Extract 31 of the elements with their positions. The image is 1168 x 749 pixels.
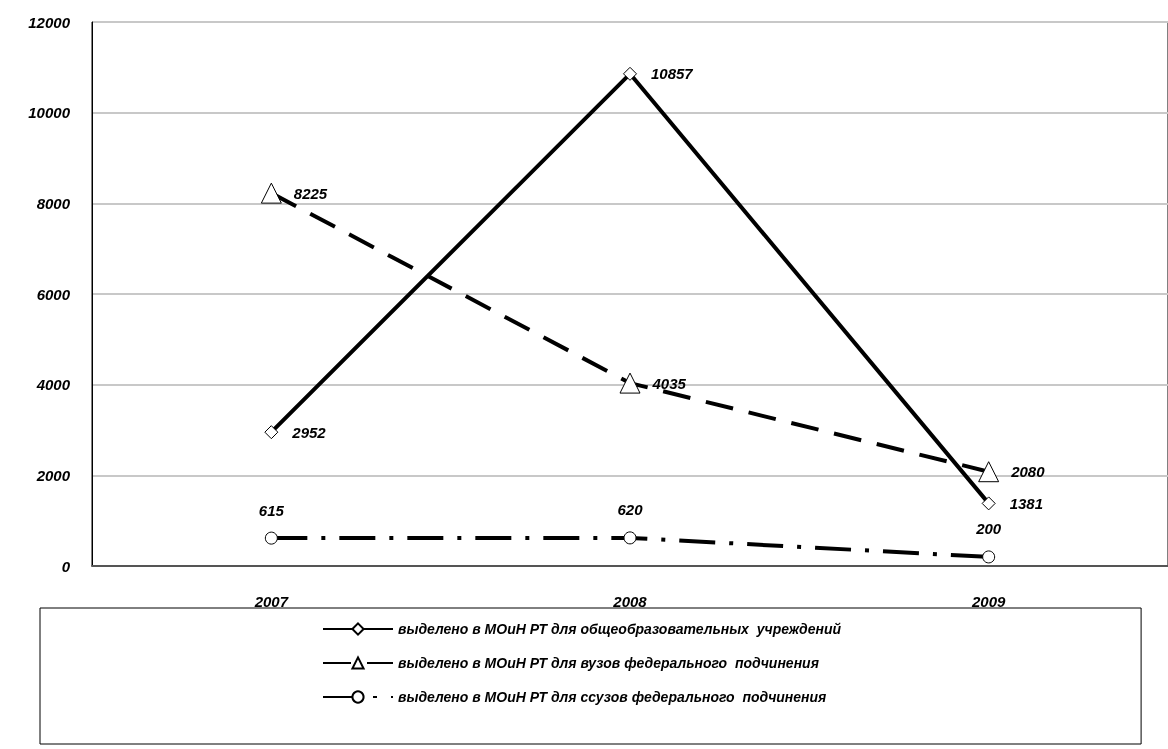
point: [264, 425, 279, 440]
y-tick-label: 0: [61, 557, 71, 575]
y-tick-label: 10000: [28, 104, 71, 122]
point: [981, 496, 996, 511]
data-label: 2080: [1010, 463, 1046, 481]
data-label: 10857: [651, 65, 694, 83]
x-tick-label: 2008: [612, 593, 648, 610]
data-label: 200: [975, 520, 1002, 538]
data-label: 8225: [293, 184, 328, 202]
y-tick-label: 8000: [36, 194, 71, 212]
data-label: 620: [617, 501, 644, 519]
point: [260, 182, 282, 204]
legend-label: выделено в МОиН РТ для ссузов федерального подчинения: [398, 689, 827, 705]
point: [982, 550, 996, 564]
y-tick-label: 12000: [28, 13, 71, 31]
y-tick-label: 2000: [35, 466, 71, 484]
y-tick-label: 6000: [36, 285, 71, 303]
data-label: 4035: [651, 374, 687, 392]
data-label: 2952: [291, 423, 327, 441]
point: [619, 372, 641, 394]
x-tick-label: 2007: [253, 593, 289, 610]
data-label: 615: [258, 501, 285, 519]
point: [264, 531, 278, 545]
point: [978, 461, 1000, 483]
legend-label: выделено в МОиН РТ для вузов федерального подчинения: [398, 655, 819, 671]
point: [623, 531, 637, 545]
point: [623, 66, 637, 81]
data-label: 1381: [1009, 494, 1044, 512]
y-tick-label: 4000: [35, 376, 71, 394]
x-tick-label: 2009: [970, 593, 1007, 610]
legend-label: выделено в МОиН РТ для общеобразовательных учреждений: [398, 621, 842, 637]
